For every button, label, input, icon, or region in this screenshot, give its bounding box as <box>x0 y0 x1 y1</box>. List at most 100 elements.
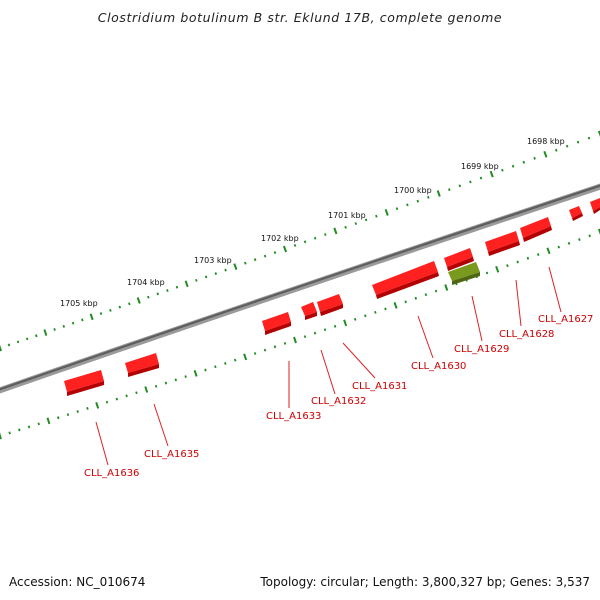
gene-label-CLL_A1631: CLL_A1631 <box>352 381 407 392</box>
inner-ring-minor-tick <box>313 331 317 335</box>
inner-ring-minor-tick <box>164 381 168 385</box>
outer-ring-minor-tick <box>416 199 420 203</box>
gene-CLL_A1628b[interactable] <box>485 231 520 256</box>
gene-CLL_A1636[interactable] <box>64 370 104 396</box>
outer-ring-minor-tick <box>53 328 56 331</box>
outer-ring-minor-tick <box>324 233 327 237</box>
kbp-label-1701: 1701 kbp <box>328 211 366 220</box>
other-feature[interactable] <box>448 262 480 285</box>
outer-ring-minor-tick <box>81 318 84 322</box>
inner-ring-major-tick <box>46 417 51 425</box>
outer-ring-minor-tick <box>118 305 122 309</box>
inner-ring-minor-tick <box>8 431 11 435</box>
leader-CLL_A1631 <box>342 342 376 379</box>
kbp-label-1699: 1699 kbp <box>461 162 499 171</box>
inner-ring-minor-tick <box>273 345 277 349</box>
kbp-label-1703: 1703 kbp <box>194 256 232 265</box>
inner-ring-minor-tick <box>37 422 40 426</box>
inner-ring-minor-tick <box>105 400 109 404</box>
gene-label-CLL_A1635: CLL_A1635 <box>144 449 199 460</box>
outer-ring-major-tick <box>184 280 189 288</box>
gene-label-CLL_A1627: CLL_A1627 <box>538 314 593 325</box>
inner-ring-minor-tick <box>526 256 530 260</box>
inner-ring-minor-tick <box>253 352 257 355</box>
inner-ring-minor-tick <box>557 245 561 249</box>
outer-ring-minor-tick <box>16 340 20 344</box>
outer-ring-minor-tick <box>25 337 29 341</box>
genome-summary: Topology: circular; Length: 3,800,327 bp… <box>260 575 590 589</box>
inner-ring-minor-tick <box>18 428 21 432</box>
outer-ring-minor-tick <box>522 160 526 164</box>
inner-ring-minor-tick <box>364 314 367 318</box>
gene-CLL_A1627[interactable] <box>569 206 583 221</box>
inner-ring-minor-tick <box>263 348 267 352</box>
inner-ring-major-tick <box>95 401 100 409</box>
outer-ring-minor-tick <box>501 168 504 172</box>
outer-ring-minor-tick <box>395 207 399 211</box>
outer-ring-major-tick <box>282 245 288 253</box>
label-leaders <box>95 266 562 466</box>
gene-CLL_A1628[interactable] <box>520 217 552 242</box>
leader-CLL_A1635 <box>153 403 169 447</box>
inner-ring-minor-tick <box>588 234 591 238</box>
accession-label: Accession: NC_010674 <box>9 575 146 589</box>
leader-CLL_A1630 <box>417 315 434 359</box>
outer-ring-minor-tick <box>224 268 227 272</box>
inner-ring-minor-tick <box>76 410 79 413</box>
leader-CLL_A1628 <box>515 279 522 327</box>
genome-backbone-highlight <box>0 184 600 391</box>
outer-ring-minor-tick <box>469 180 472 184</box>
gene-CLL_A1631[interactable] <box>317 294 343 316</box>
leader-CLL_A1632 <box>320 349 336 395</box>
gene-CLL_A1629[interactable] <box>444 248 474 271</box>
inner-ring-major-tick <box>495 265 500 273</box>
outer-ring-minor-tick <box>7 343 11 347</box>
inner-ring-major-tick <box>193 369 198 377</box>
inner-ring-major-tick <box>144 386 149 393</box>
gene-CLL_A1635[interactable] <box>125 353 159 377</box>
outer-ring-minor-tick <box>99 312 103 315</box>
gene-CLL_A1630[interactable] <box>372 261 439 299</box>
inner-ring-minor-tick <box>135 391 138 395</box>
kbp-label-1704: 1704 kbp <box>127 278 165 287</box>
gene-feature-edge[interactable] <box>590 198 600 214</box>
gene-label-CLL_A1629: CLL_A1629 <box>454 344 509 355</box>
inner-ring-minor-tick <box>56 416 60 420</box>
outer-ring-major-tick <box>43 329 48 336</box>
inner-ring-minor-tick <box>384 307 387 311</box>
outer-ring-major-tick <box>436 190 441 197</box>
inner-ring-minor-tick <box>224 362 227 365</box>
inner-ring-minor-tick <box>204 368 207 372</box>
inner-ring-minor-tick <box>424 293 428 297</box>
inner-ring-minor-tick <box>506 264 509 268</box>
outer-ring-minor-tick <box>71 321 75 325</box>
outer-ring-minor-tick <box>214 272 218 275</box>
outer-ring-minor-tick <box>128 302 131 306</box>
outer-ring-major-tick <box>597 130 600 137</box>
inner-ring-minor-tick <box>233 358 237 362</box>
inner-ring-minor-tick <box>404 300 407 304</box>
outer-ring-minor-tick <box>273 251 277 254</box>
gene-CLL_A1633[interactable] <box>262 312 291 335</box>
outer-ring-minor-tick <box>458 184 462 188</box>
leader-CLL_A1636 <box>95 421 109 466</box>
outer-ring-minor-tick <box>427 195 430 199</box>
gene-CLL_A1632[interactable] <box>301 302 317 320</box>
outer-ring-minor-tick <box>166 289 169 292</box>
outer-ring-minor-tick <box>364 218 368 222</box>
inner-ring-major-tick <box>293 336 297 344</box>
outer-ring-minor-tick <box>263 254 267 258</box>
outer-ring-minor-tick <box>479 176 483 180</box>
outer-ring-minor-tick <box>375 214 378 218</box>
inner-ring-major-tick <box>243 353 248 361</box>
inner-ring-major-tick <box>444 284 449 291</box>
leader-CLL_A1629 <box>471 295 483 342</box>
outer-ring-major-tick <box>0 344 2 352</box>
outer-ring-minor-tick <box>35 334 38 338</box>
outer-ring-minor-tick <box>554 148 558 152</box>
outer-ring-minor-tick <box>244 261 247 265</box>
outer-ring-major-tick <box>136 297 141 304</box>
inner-ring-minor-tick <box>578 238 581 242</box>
inner-ring-minor-tick <box>174 378 178 382</box>
